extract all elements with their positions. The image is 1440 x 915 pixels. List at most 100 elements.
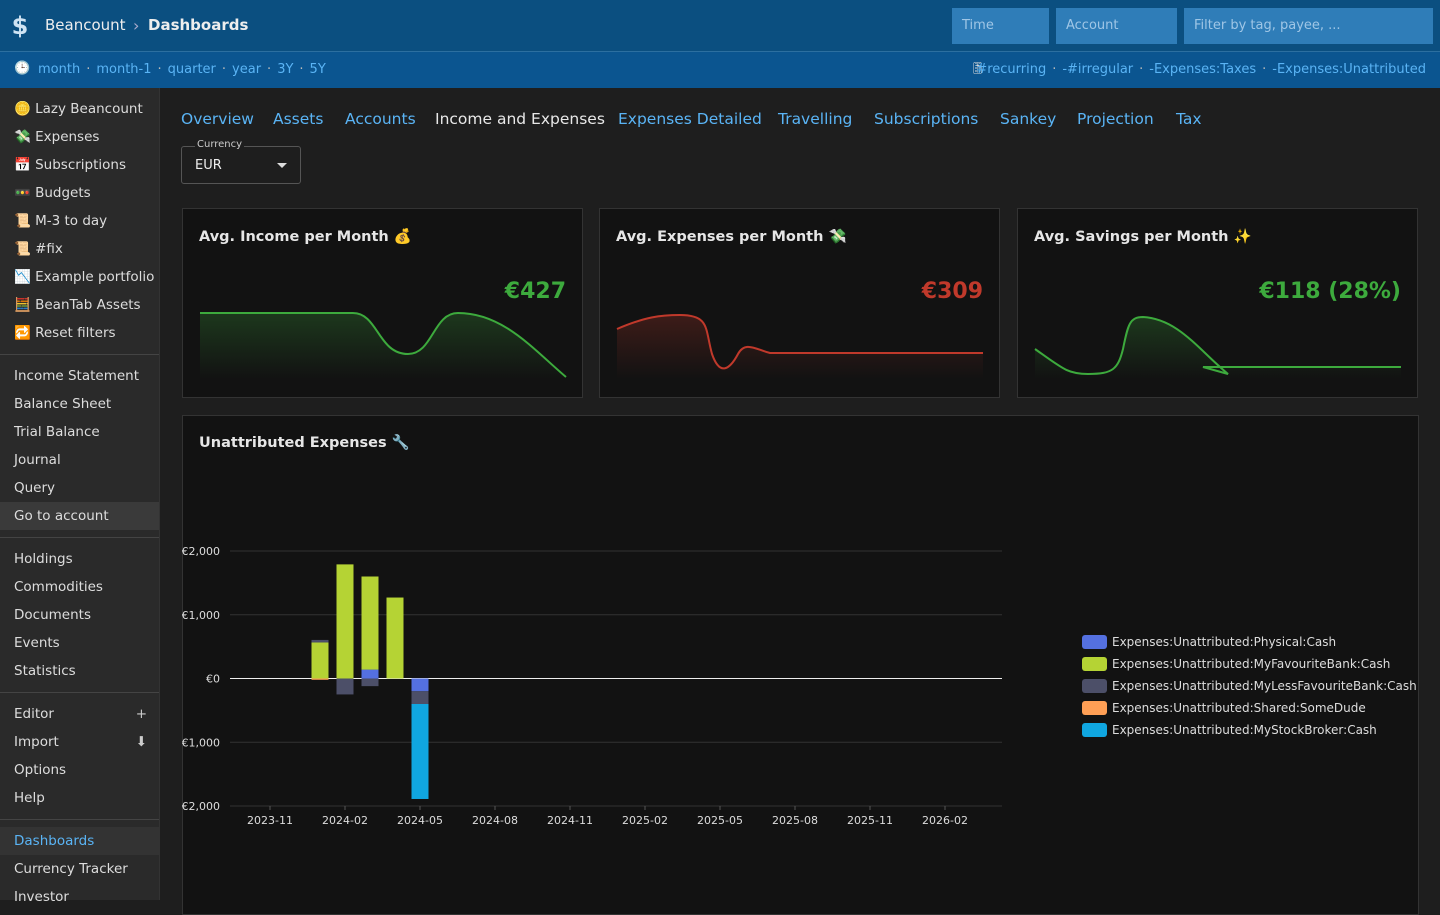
separator-dot: · [157,62,162,77]
bar-segment [311,678,329,680]
sidebar-item[interactable]: Import ⬇ [0,728,159,756]
x-tick-label: 2023-11 [247,814,293,827]
sidebar-item[interactable]: Currency Tracker [14,861,128,877]
sidebar-item[interactable]: 📅 Subscriptions [14,157,127,173]
sidebar-item[interactable]: Events [14,635,60,651]
tab[interactable]: Assets [273,110,324,128]
top-bar: $ Beancount › Dashboards Time Account Fi… [0,0,1440,52]
tab[interactable]: Expenses Detailed [618,110,762,128]
sidebar-item[interactable]: 🔁 Reset filters [14,325,116,341]
sidebar-action[interactable]: + [135,706,147,722]
legend-label: Expenses:Unattributed:MyFavouriteBank:Ca… [1112,657,1390,671]
y-tick-label: €2,000 [182,545,220,558]
time-input[interactable]: Time [952,8,1049,44]
brand[interactable]: Beancount [45,16,126,34]
sparkline-line [1034,315,1401,376]
filter-links: #recurring · -#irregular · -Expenses:Taxes · -… [976,62,1426,77]
sparkline-area [617,315,983,379]
filter-icon: 🎚 [970,61,986,75]
bar-segment [411,678,429,692]
sidebar-label: Editor [14,706,54,722]
breadcrumb: Dashboards [148,16,249,34]
sidebar-item[interactable]: 🚥 Budgets [14,185,91,201]
filter-link[interactable]: year [232,62,262,77]
tab[interactable]: Subscriptions [874,110,979,128]
sidebar-item[interactable]: Commodities [14,579,103,595]
filter-link[interactable]: 3Y [277,62,294,77]
tab[interactable]: Accounts [345,110,416,128]
sidebar-item[interactable]: Investor [14,889,69,905]
sidebar-item[interactable]: Dashboards [0,827,159,855]
x-tick-label: 2025-02 [622,814,668,827]
legend-label: Expenses:Unattributed:Physical:Cash [1112,635,1336,649]
filter-link[interactable]: quarter [167,62,216,77]
sidebar-item[interactable]: Income Statement [14,368,140,384]
filter-link[interactable]: -Expenses:Unattributed [1272,62,1426,77]
sidebar-item[interactable]: Options [14,762,67,778]
filter-link[interactable]: -#irregular [1062,62,1134,77]
sparkline [616,313,983,379]
tab[interactable]: Overview [181,110,254,128]
chart: -€2,000 -€1,000 €0 €1,000 €2,000 2023-11 2024-… [182,545,1417,827]
separator-dot: · [267,62,272,77]
bar-segment [311,642,329,679]
tab[interactable]: Sankey [1000,110,1057,128]
sidebar-item[interactable]: Help [14,790,45,806]
legend-swatch [1082,657,1107,671]
sidebar-action[interactable]: ⬇ [135,734,147,750]
filter-bar: 🕒 month · month-1 · quarter · year · 3Y · 5Y 🎚 #re… [0,52,1440,88]
filter-link[interactable]: month [38,62,81,77]
sidebar-item[interactable]: Journal [14,452,61,468]
bar-segment [411,691,429,704]
sidebar-item[interactable]: 🧮 BeanTab Assets [14,297,141,313]
card-title: Avg. Savings per Month ✨ [1034,229,1252,245]
x-tick-label: 2025-11 [847,814,893,827]
filter-link[interactable]: 5Y [309,62,326,77]
tab[interactable]: Tax [1176,110,1202,128]
sidebar-item[interactable]: Holdings [14,551,73,567]
account-input[interactable]: Account [1056,8,1177,44]
clock-icon: 🕒 [14,61,31,76]
sidebar-item[interactable]: 💸 Expenses [14,129,100,145]
legend-swatch [1082,635,1107,649]
legend-swatch [1082,701,1107,715]
separator-dot: · [1052,62,1057,77]
sidebar-item[interactable]: Documents [14,607,91,623]
sidebar-group: Dashboards Currency Tracker Investor [0,827,159,911]
tab[interactable]: Income and Expenses [435,110,605,128]
y-tick-label: -€2,000 [182,800,220,813]
sidebar-item[interactable]: Go to account [0,502,159,530]
currency-select[interactable]: Currency EUR [181,139,301,184]
filter-link[interactable]: -Expenses:Taxes [1149,62,1257,77]
sidebar-item[interactable]: 🪙 Lazy Beancount [14,101,143,117]
separator-dot: · [86,62,91,77]
sidebar-item[interactable]: 📉 Example portfolio [14,269,155,285]
sidebar-item[interactable]: Balance Sheet [14,396,112,412]
bar-segment [361,678,379,687]
filter-link[interactable]: #recurring [976,62,1047,77]
tab[interactable]: Projection [1077,110,1154,128]
currency-label: Currency [195,139,245,150]
sparkline [1034,315,1401,379]
svg-text:$: $ [12,12,29,40]
sidebar-item[interactable]: Editor + [0,700,159,728]
bar-segment [311,639,329,643]
x-tick-label: 2024-08 [472,814,518,827]
filter-input[interactable]: Filter by tag, payee, ... [1184,8,1433,44]
separator-dot: · [221,62,227,77]
sidebar-item[interactable]: 📜 M-3 to day [14,213,108,229]
tab[interactable]: Travelling [778,110,853,128]
sidebar-item[interactable]: Statistics [14,663,76,679]
sidebar-group: Editor + Import ⬇ Options Help [0,700,159,820]
sidebar-item[interactable]: 📜 #fix [14,241,63,257]
y-tick-label: €0 [206,673,220,686]
separator-dot: · [1139,62,1144,77]
sidebar-group: Holdings Commodities Documents Events Statis… [0,545,159,693]
sidebar-item[interactable]: Query [14,480,56,496]
stat-card: Avg. Income per Month 💰 €427 [182,208,583,398]
legend-label: Expenses:Unattributed:Shared:SomeDude [1112,701,1366,715]
card-title: Avg. Income per Month 💰 [199,229,412,245]
sidebar-item[interactable]: Trial Balance [14,424,100,440]
filter-link[interactable]: month-1 [96,62,152,77]
